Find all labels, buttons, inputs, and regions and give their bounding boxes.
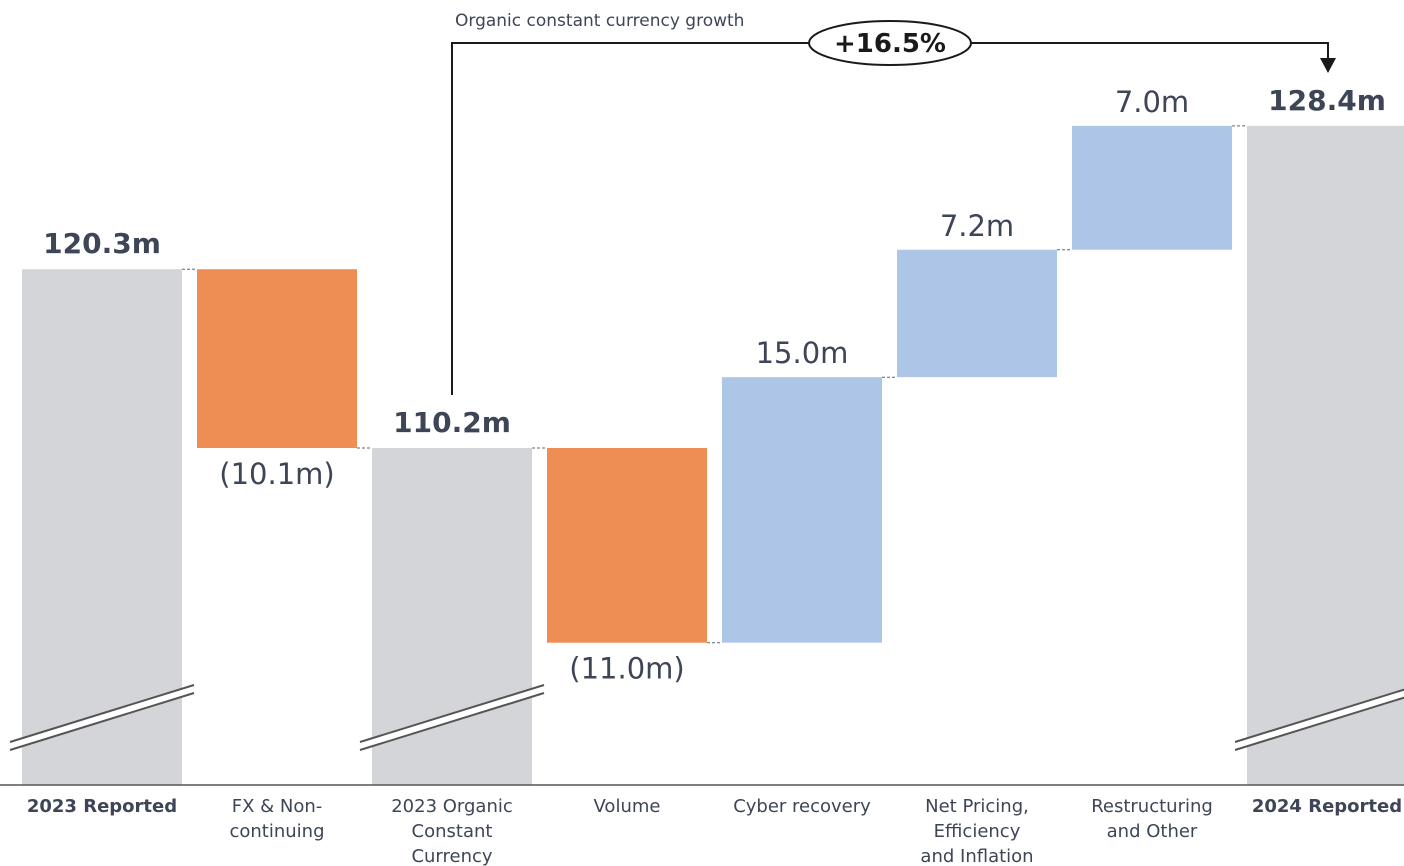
growth-value: +16.5% [834,29,946,59]
value-label-5: 7.2m [940,209,1014,243]
bar-2 [372,448,532,785]
growth-value-oval [808,20,972,66]
bar-4 [722,377,882,643]
connectors-layer [182,125,1247,644]
value-label-3: (11.0m) [569,652,684,686]
category-label-2: 2023 Organic Constant Currency [391,796,513,866]
bar-7 [1247,125,1404,786]
axis-break-line-0-a [9,684,195,743]
category-label-0: 2023 Reported [27,796,177,817]
bar-6 [1072,125,1232,250]
axis-break-gap-7 [1235,689,1404,750]
value-label-6: 7.0m [1115,85,1189,119]
axis-break-line-7-a [1234,688,1404,743]
bars-layer [22,125,1404,786]
axis-break-gap-2 [360,685,544,750]
growth-arrowhead [1320,58,1336,73]
value-label-0: 120.3m [43,227,161,260]
bar-3 [547,448,707,643]
category-label-6: Restructuring and Other [1091,796,1213,842]
category-label-3: Volume [594,796,661,817]
category-labels-layer: 2023 Reported FX & Non-continuing 2023 Org… [27,796,1402,866]
axis-break-line-2-a [359,684,545,743]
value-label-1: (10.1m) [219,457,334,491]
category-label-1: FX & Non-continuing [229,796,324,842]
growth-bracket-line [451,42,1329,395]
value-label-4: 15.0m [756,336,849,370]
axis-break-line-2-b [359,692,545,751]
growth-annotation: Organic constant currency growth +16.5% [451,11,1336,395]
bar-0 [22,269,182,786]
bar-1 [197,269,357,448]
category-label-4: Cyber recovery [733,796,871,817]
axis-breaks-layer [9,684,1404,751]
axis-break-line-7-b [1234,696,1404,751]
value-labels-layer: 120.3m (10.1m) 110.2m (11.0m) 15.0m 7.2m 7.0m 1… [43,84,1386,686]
category-label-5: Net Pricing, Efficiency and Inflation [920,796,1033,866]
value-label-2: 110.2m [393,406,511,439]
axis-break-line-0-b [9,692,195,751]
axis-break-gap-0 [10,685,194,750]
category-label-7: 2024 Reported [1252,796,1402,817]
value-label-7: 128.4m [1268,84,1386,117]
growth-label: Organic constant currency growth [455,11,744,31]
bar-5 [897,249,1057,378]
